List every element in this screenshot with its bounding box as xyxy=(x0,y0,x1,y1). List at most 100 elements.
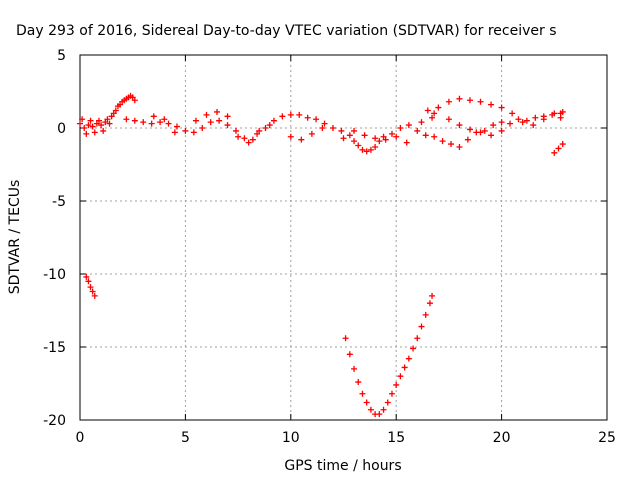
data-point xyxy=(81,125,88,131)
data-point xyxy=(429,114,436,121)
data-point xyxy=(422,311,429,318)
data-point xyxy=(83,273,90,280)
data-point xyxy=(559,141,566,148)
data-point xyxy=(367,146,374,153)
data-point xyxy=(270,117,277,124)
data-point xyxy=(207,119,214,126)
data-point xyxy=(287,111,294,118)
data-point xyxy=(131,97,138,104)
data-point xyxy=(445,98,452,105)
data-point xyxy=(376,411,383,418)
data-point xyxy=(214,108,221,115)
data-point xyxy=(361,132,368,139)
data-point xyxy=(173,123,180,130)
x-tick-label: 10 xyxy=(282,430,300,446)
data-point xyxy=(418,119,425,126)
data-point xyxy=(355,379,362,386)
data-point xyxy=(329,125,336,131)
data-point xyxy=(477,129,484,136)
data-point xyxy=(376,138,383,145)
data-point xyxy=(79,116,86,123)
x-tick-label: 0 xyxy=(76,430,85,446)
data-point xyxy=(498,104,505,111)
data-point xyxy=(481,127,488,134)
x-tick-label: 20 xyxy=(493,430,511,446)
data-point xyxy=(359,390,366,397)
tick-labels: 0 5 10 15 20 25 5 0 -5 -10 -15 -20 xyxy=(43,48,616,446)
data-point xyxy=(384,399,391,406)
data-point xyxy=(296,111,303,118)
y-tick-label: 5 xyxy=(57,48,66,64)
data-point xyxy=(340,135,347,142)
data-point xyxy=(410,345,417,352)
data-point xyxy=(477,98,484,105)
data-point xyxy=(397,373,404,380)
data-point xyxy=(140,119,147,126)
data-point xyxy=(85,278,92,285)
data-point xyxy=(235,133,242,140)
data-point xyxy=(95,117,102,124)
data-point xyxy=(456,122,463,129)
data-point xyxy=(557,110,564,117)
data-point xyxy=(319,125,326,131)
data-point xyxy=(426,300,433,307)
data-point xyxy=(507,120,514,127)
data-point xyxy=(439,138,446,145)
x-axis-label: GPS time / hours xyxy=(284,458,401,474)
data-point xyxy=(456,143,463,150)
data-point xyxy=(171,129,178,136)
data-point xyxy=(224,113,231,120)
data-point xyxy=(466,126,473,133)
data-point xyxy=(83,130,90,137)
data-point xyxy=(161,116,168,123)
data-point xyxy=(393,133,400,140)
data-point xyxy=(490,122,497,129)
data-point xyxy=(148,120,155,127)
data-point xyxy=(405,355,412,362)
data-point xyxy=(298,136,305,143)
data-point xyxy=(351,138,358,145)
x-tick-label: 15 xyxy=(387,430,405,446)
data-point xyxy=(431,110,438,117)
data-point xyxy=(405,122,412,129)
x-tick-label: 25 xyxy=(598,430,616,446)
data-point xyxy=(85,122,92,129)
data-point xyxy=(100,127,107,134)
data-point xyxy=(91,129,98,136)
y-tick-label: -5 xyxy=(52,194,66,210)
data-point xyxy=(313,116,320,123)
data-point xyxy=(77,120,83,127)
data-point xyxy=(342,335,349,342)
data-points xyxy=(77,92,566,418)
data-point xyxy=(515,116,522,123)
data-point xyxy=(418,323,425,330)
data-point xyxy=(359,146,366,153)
chart-title: Day 293 of 2016, Sidereal Day-to-day VTE… xyxy=(16,23,557,39)
data-point xyxy=(304,114,311,121)
data-point xyxy=(216,117,223,124)
data-point xyxy=(363,148,370,155)
y-tick-label: -10 xyxy=(43,267,66,283)
data-point xyxy=(157,119,164,126)
data-point xyxy=(551,149,558,156)
data-point xyxy=(431,133,438,140)
grid-lines xyxy=(80,55,607,420)
data-point xyxy=(488,132,495,139)
data-point xyxy=(530,122,537,129)
data-point xyxy=(321,120,328,127)
data-point xyxy=(87,284,94,291)
data-point xyxy=(203,111,210,118)
data-point xyxy=(308,130,315,137)
data-point xyxy=(89,123,96,130)
data-point xyxy=(266,122,273,129)
data-point xyxy=(224,122,231,129)
data-point xyxy=(192,117,199,124)
data-point xyxy=(165,120,172,127)
data-point xyxy=(106,120,113,127)
data-point xyxy=(448,141,455,148)
data-point xyxy=(112,107,119,114)
data-point xyxy=(523,117,530,124)
data-point xyxy=(551,110,558,117)
data-point xyxy=(498,127,505,134)
data-point xyxy=(262,125,269,131)
